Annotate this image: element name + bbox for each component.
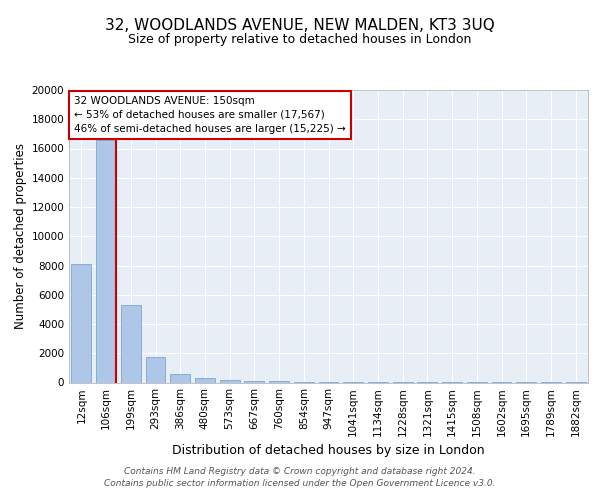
Text: 32, WOODLANDS AVENUE, NEW MALDEN, KT3 3UQ: 32, WOODLANDS AVENUE, NEW MALDEN, KT3 3U… [105,18,495,32]
Y-axis label: Number of detached properties: Number of detached properties [14,143,27,329]
Bar [244,381,264,382]
Bar [121,305,140,382]
Bar [146,357,166,382]
Text: Size of property relative to detached houses in London: Size of property relative to detached ho… [128,32,472,46]
Bar [170,374,190,382]
Bar [96,140,116,382]
Bar [195,378,215,382]
X-axis label: Distribution of detached houses by size in London: Distribution of detached houses by size … [172,444,485,458]
Bar [71,264,91,382]
Text: Contains HM Land Registry data © Crown copyright and database right 2024.
Contai: Contains HM Land Registry data © Crown c… [104,467,496,488]
Text: 32 WOODLANDS AVENUE: 150sqm
← 53% of detached houses are smaller (17,567)
46% of: 32 WOODLANDS AVENUE: 150sqm ← 53% of det… [74,96,346,134]
Bar [220,380,239,382]
